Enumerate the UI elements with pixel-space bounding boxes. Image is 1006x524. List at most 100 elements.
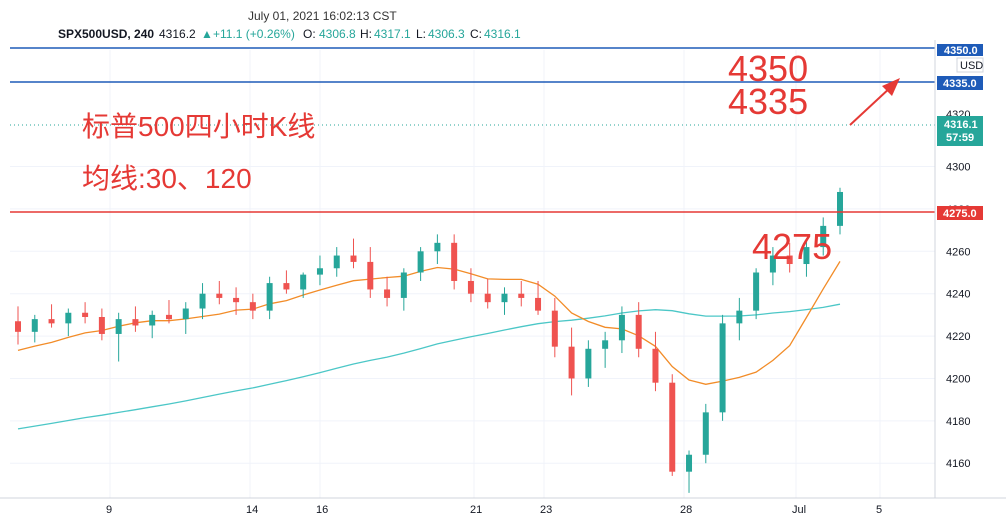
candle-body (233, 297, 240, 303)
header-change: +11.1 (+0.26%) (213, 27, 295, 41)
candle-body (367, 261, 374, 290)
candle (820, 217, 827, 256)
candle-body (15, 321, 21, 332)
x-axis-ticks: 9 14 16 21 23 28 Jul 5 (106, 504, 882, 516)
candle (551, 297, 558, 358)
tag-4335: 4335.0 (943, 78, 977, 90)
tag-4335-bg (937, 76, 983, 90)
candle-body (182, 308, 189, 320)
candle-body (316, 268, 323, 275)
candle-body (266, 283, 273, 311)
x-tick-label: 5 (876, 504, 882, 516)
header-symbol[interactable]: SPX500USD, 240 (58, 27, 154, 41)
annotation-4350: 4350 (728, 48, 808, 89)
arrow-head-icon (882, 78, 900, 96)
y-tick-label: 4160 (946, 458, 970, 470)
candle (400, 268, 407, 311)
candle (132, 306, 139, 332)
candle (233, 287, 240, 315)
candle-body (518, 293, 525, 298)
candle (518, 280, 525, 307)
candle (769, 247, 776, 286)
candle (182, 302, 189, 334)
header-c-value: 4316.1 (484, 27, 521, 41)
candle-body (568, 346, 575, 379)
annotation-4335: 4335 (728, 81, 808, 122)
candle (367, 247, 374, 298)
candle-body (551, 310, 558, 347)
candle-body (803, 247, 810, 265)
candle (48, 304, 55, 328)
x-tick-label: 21 (470, 504, 482, 516)
candle-body (618, 314, 625, 341)
candle-body (669, 382, 676, 472)
candle-body (702, 412, 709, 455)
candle-body (384, 289, 391, 298)
candle-body (115, 319, 122, 334)
y-tick-label: 4300 (946, 162, 970, 174)
candle (501, 287, 508, 315)
candle (350, 238, 357, 269)
ma30-line (17, 261, 841, 385)
header-up-icon: ▲ (201, 27, 213, 41)
x-tick-label: 14 (246, 504, 258, 516)
header-o-value: 4306.8 (319, 27, 356, 41)
x-tick-label: 16 (316, 504, 328, 516)
tag-4350-bg (937, 44, 983, 56)
candle-body (350, 255, 357, 262)
candle-body (48, 319, 55, 324)
candle-body (300, 274, 307, 290)
candle (484, 278, 491, 309)
candle (786, 242, 793, 273)
candle-body (216, 293, 223, 298)
y-tick-label: 4180 (946, 416, 970, 428)
header-c-label: C: (470, 27, 482, 41)
candle (65, 308, 72, 337)
header-o-label: O: (303, 27, 316, 41)
candle (535, 280, 542, 315)
candle-body (686, 454, 693, 472)
countdown-tag: 57:59 (946, 132, 974, 144)
header-l-value: 4306.3 (428, 27, 465, 41)
candle-body (199, 293, 206, 309)
candles-group (15, 187, 843, 493)
candle-body (769, 255, 776, 273)
candle (149, 310, 156, 339)
candle (283, 270, 290, 294)
last-price-tag-bg (937, 116, 983, 146)
candle-body (719, 323, 726, 413)
x-tick-label: 9 (106, 504, 112, 516)
candle (803, 238, 810, 277)
candle (300, 272, 307, 298)
candle-body (652, 348, 659, 383)
candle (467, 268, 474, 303)
candle-body (149, 314, 156, 326)
x-tick-label: 23 (540, 504, 552, 516)
x-tick-label: 28 (680, 504, 692, 516)
currency-label: USD (960, 60, 983, 72)
candle-body (602, 340, 609, 349)
candle-body (837, 191, 843, 226)
currency-box[interactable] (956, 57, 984, 73)
candle (702, 403, 709, 464)
arrow-annotation[interactable] (849, 78, 900, 126)
ma120-line (17, 303, 841, 430)
candle-body (31, 319, 38, 332)
tag-4275-bg (937, 206, 983, 220)
candle (115, 312, 122, 362)
candle (249, 293, 256, 320)
candle (585, 340, 592, 387)
candle (669, 374, 676, 476)
candle-body (249, 302, 256, 311)
candle-body (535, 297, 542, 311)
candle (635, 302, 642, 358)
y-tick-label: 4260 (946, 246, 970, 258)
candle (618, 306, 625, 354)
candle (165, 300, 172, 324)
candle (434, 234, 441, 265)
candle-body (82, 312, 89, 317)
candle-body (451, 242, 458, 281)
candle (736, 297, 743, 341)
header-h-value: 4317.1 (374, 27, 411, 41)
